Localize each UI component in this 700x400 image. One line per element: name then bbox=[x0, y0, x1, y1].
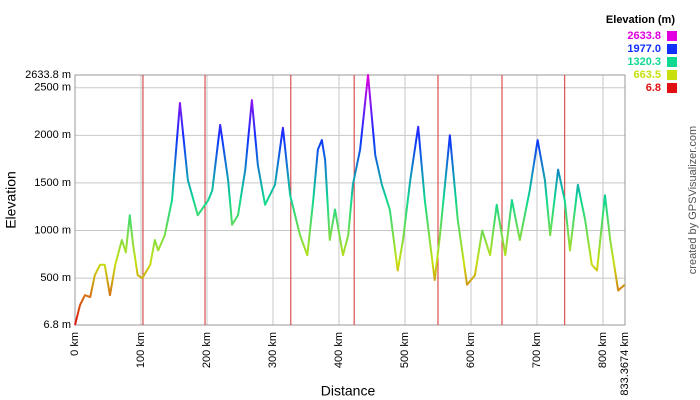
y-tick-label: 2633.8 m bbox=[25, 69, 71, 81]
legend-label: 663.5 bbox=[633, 69, 661, 81]
x-tick-label: 500 km bbox=[399, 332, 411, 368]
legend-swatch bbox=[667, 70, 677, 80]
legend-swatch bbox=[667, 44, 677, 54]
y-tick-label: 6.8 m bbox=[43, 319, 71, 331]
x-tick-label: 700 km bbox=[531, 332, 543, 368]
legend-label: 1977.0 bbox=[627, 43, 661, 55]
y-tick-label: 1000 m bbox=[34, 224, 71, 236]
y-tick-label: 1500 m bbox=[34, 177, 71, 189]
legend-title: Elevation (m) bbox=[606, 14, 675, 26]
legend-label: 1320.3 bbox=[627, 56, 661, 68]
legend-label: 2633.8 bbox=[627, 30, 661, 42]
y-tick-label: 2500 m bbox=[34, 82, 71, 94]
x-tick-label: 200 km bbox=[201, 332, 213, 368]
legend-swatch bbox=[667, 57, 677, 67]
x-tick-label: 833.3674 km bbox=[619, 332, 631, 396]
legend-label: 6.8 bbox=[646, 82, 661, 94]
plot-frame bbox=[74, 74, 626, 326]
credit: created by GPSVisualizer.com bbox=[687, 126, 699, 274]
x-tick-label: 0 km bbox=[69, 332, 81, 356]
x-tick-label: 100 km bbox=[135, 332, 147, 368]
y-tick-label: 2000 m bbox=[34, 129, 71, 141]
legend-swatch bbox=[667, 83, 677, 93]
elevation-line bbox=[74, 73, 626, 326]
x-tick-label: 300 km bbox=[267, 332, 279, 368]
y-tick-label: 500 m bbox=[40, 272, 71, 284]
x-tick-label: 600 km bbox=[465, 332, 477, 368]
x-axis-title: Distance bbox=[321, 383, 376, 399]
legend-swatch bbox=[667, 31, 677, 41]
x-tick-label: 400 km bbox=[333, 332, 345, 368]
y-axis-title: Elevation bbox=[3, 171, 19, 229]
x-tick-label: 800 km bbox=[597, 332, 609, 368]
